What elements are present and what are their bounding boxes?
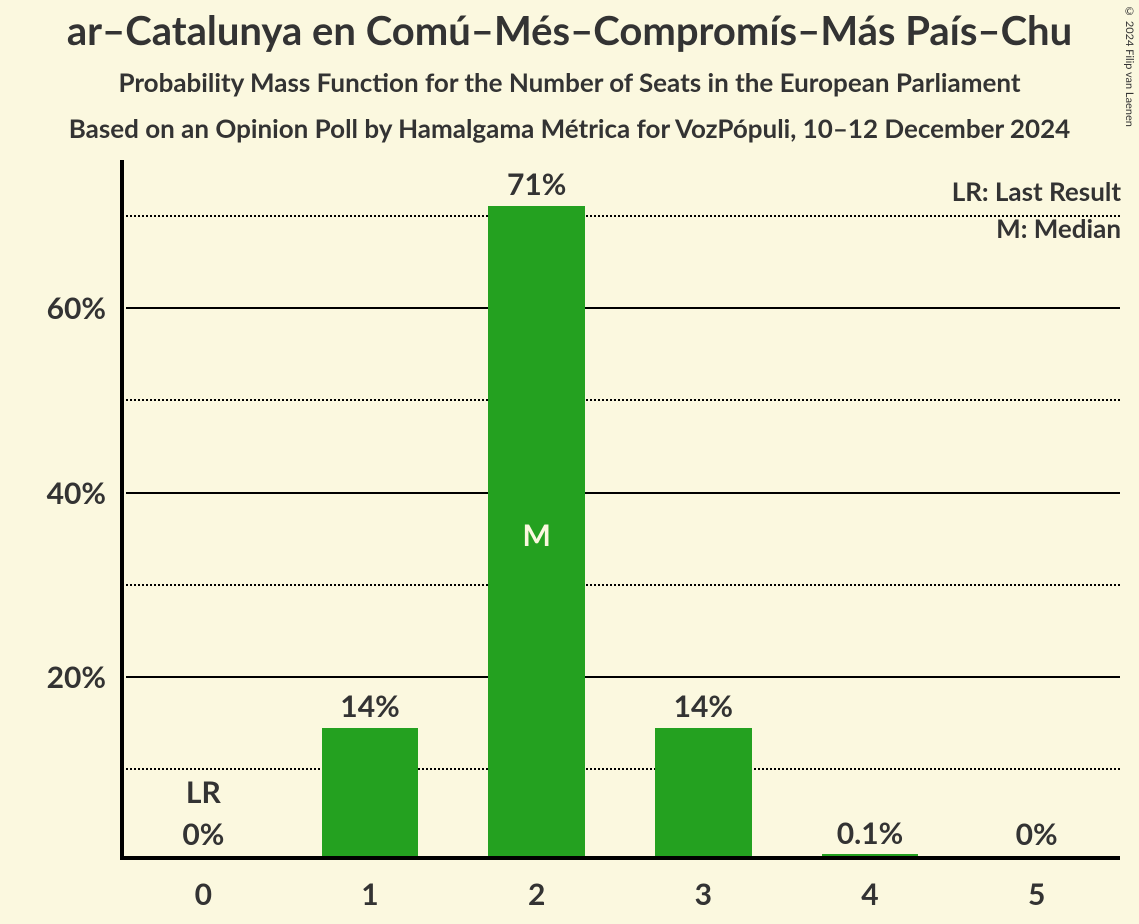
bar xyxy=(322,728,419,856)
bar-value-label: 0% xyxy=(1016,816,1058,852)
x-tick-label: 0 xyxy=(195,876,212,912)
gridline-major xyxy=(126,307,1120,309)
plot-area xyxy=(120,160,1120,860)
lr-indicator: LR xyxy=(186,774,221,810)
gridline-minor xyxy=(126,768,1120,770)
copyright-text: © 2024 Filip van Laenen xyxy=(1123,5,1136,127)
gridline-minor xyxy=(126,399,1120,401)
x-tick-label: 2 xyxy=(528,876,545,912)
y-tick-label: 60% xyxy=(47,290,106,326)
legend-median: M: Median xyxy=(996,212,1121,244)
gridline-major xyxy=(126,492,1120,494)
bar-value-label: 14% xyxy=(340,688,399,724)
chart-container: © 2024 Filip van Laenen ar–Catalunya en … xyxy=(0,0,1139,924)
chart-subtitle-2: Based on an Opinion Poll by Hamalgama Mé… xyxy=(69,112,1071,144)
x-tick-label: 1 xyxy=(361,876,378,912)
bar-value-label: 0.1% xyxy=(837,815,904,851)
legend-lr: LR: Last Result xyxy=(952,175,1121,207)
median-indicator: M xyxy=(522,517,550,553)
gridline-major xyxy=(126,676,1120,678)
bar xyxy=(655,728,752,856)
gridline-minor xyxy=(126,584,1120,586)
bar-value-label: 14% xyxy=(674,688,733,724)
x-tick-label: 3 xyxy=(695,876,712,912)
y-axis xyxy=(120,160,124,860)
chart-title: ar–Catalunya en Comú–Més–Compromís–Más P… xyxy=(67,6,1072,54)
x-tick-label: 5 xyxy=(1028,876,1045,912)
x-axis xyxy=(120,856,1120,860)
bar xyxy=(822,854,919,856)
y-tick-label: 20% xyxy=(47,659,106,695)
y-tick-label: 40% xyxy=(47,475,106,511)
gridline-minor xyxy=(126,215,1120,217)
chart-subtitle-1: Probability Mass Function for the Number… xyxy=(118,66,1020,98)
x-tick-label: 4 xyxy=(861,876,878,912)
bar-value-label: 71% xyxy=(507,166,566,202)
bar-value-label: 0% xyxy=(182,816,224,852)
